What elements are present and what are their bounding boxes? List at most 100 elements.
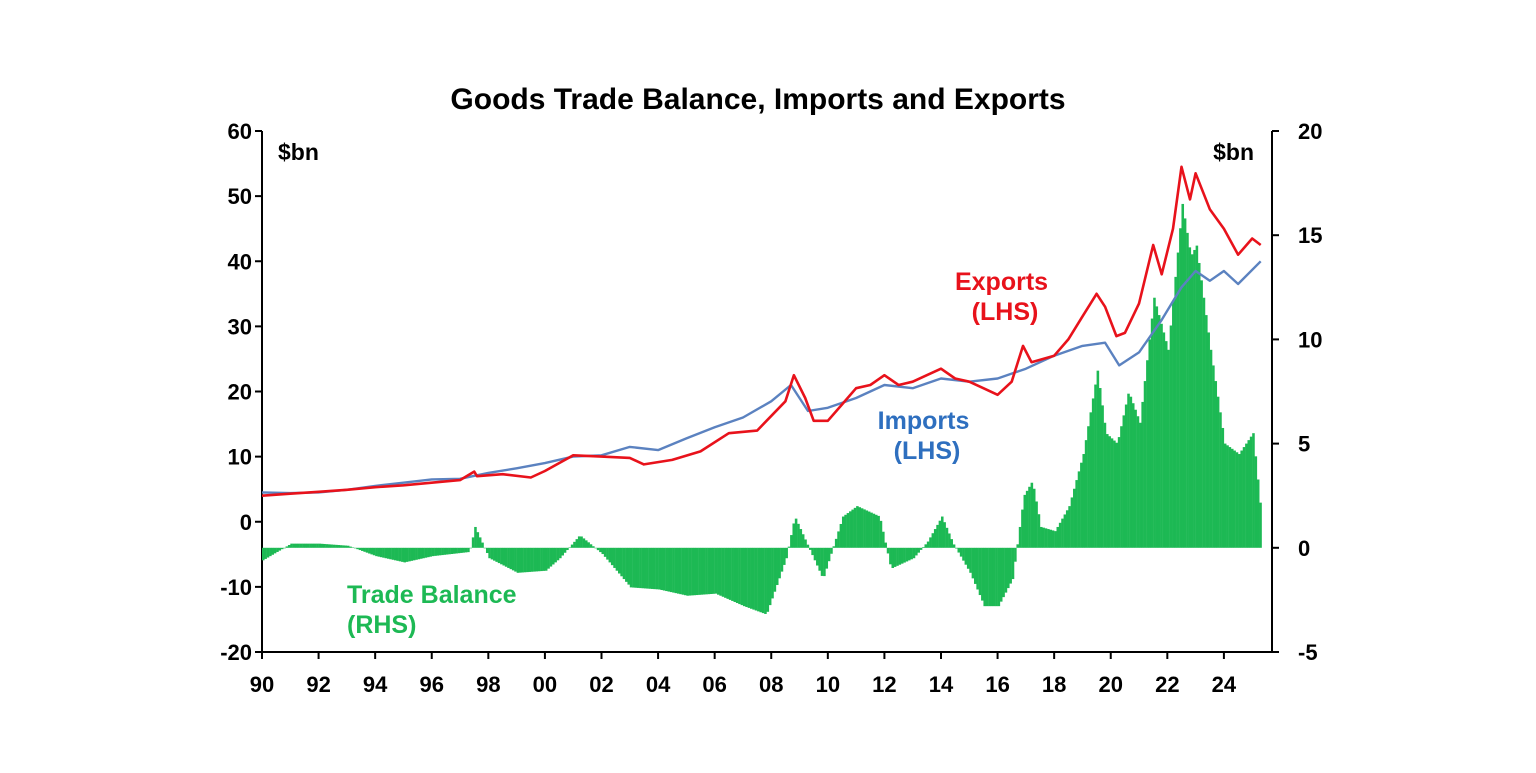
trade-balance-bar bbox=[1011, 547, 1015, 580]
chart-title: Goods Trade Balance, Imports and Exports bbox=[450, 83, 1065, 116]
trade-balance-bar bbox=[363, 547, 366, 552]
trade-balance-bar bbox=[955, 547, 958, 549]
trade-balance-bar bbox=[471, 537, 475, 548]
trade-balance-bar bbox=[507, 547, 510, 568]
trade-balance-bar bbox=[587, 542, 590, 548]
trade-balance-bar bbox=[1063, 514, 1067, 548]
trade-balance-bar bbox=[1143, 381, 1147, 548]
trade-balance-bar bbox=[721, 547, 725, 597]
trade-balance-bar bbox=[787, 546, 791, 548]
trade-balance-bar bbox=[554, 547, 557, 563]
trade-balance-bar bbox=[702, 547, 706, 595]
trade-balance-bar bbox=[1233, 450, 1236, 548]
trade-balance-bar bbox=[262, 547, 265, 561]
x-tick-label: 12 bbox=[872, 672, 896, 697]
trade-balance-bar bbox=[962, 547, 965, 561]
trade-balance-bar bbox=[1181, 203, 1185, 548]
trade-balance-bar bbox=[957, 547, 961, 553]
x-tick-label: 02 bbox=[589, 672, 613, 697]
right-tick-label: 10 bbox=[1298, 327, 1322, 352]
trade-balance-bar bbox=[537, 547, 541, 572]
trade-balance-bar bbox=[481, 542, 484, 548]
trade-balance-bar bbox=[606, 547, 609, 560]
right-axis-ticks: 20 15 10 5 0 -5 bbox=[1272, 119, 1322, 665]
trade-balance-bar bbox=[757, 547, 760, 612]
x-tick-label: 08 bbox=[759, 672, 783, 697]
trade-balance-bar bbox=[726, 547, 730, 599]
trade-balance-bar bbox=[778, 547, 781, 579]
trade-balance-bar bbox=[948, 533, 951, 548]
trade-balance-bar bbox=[1202, 297, 1206, 548]
trade-balance-bar bbox=[1254, 456, 1258, 548]
trade-balance-bar bbox=[903, 547, 906, 563]
trade-balance-bar bbox=[931, 533, 935, 548]
x-tick-label: 24 bbox=[1212, 672, 1237, 697]
trade-balance-bar bbox=[1219, 412, 1222, 548]
trade-balance-bar bbox=[1018, 526, 1022, 548]
trade-balance-bar bbox=[1049, 529, 1052, 548]
trade-balance-bar bbox=[874, 514, 878, 548]
trade-balance-bar bbox=[853, 507, 857, 548]
trade-balance-bar bbox=[844, 514, 847, 548]
trade-balance-bar bbox=[999, 547, 1003, 602]
trade-balance-bar bbox=[434, 547, 437, 556]
trade-balance-bar bbox=[1188, 247, 1192, 548]
trade-balance-bar bbox=[900, 547, 904, 564]
trade-balance-bar bbox=[615, 547, 619, 571]
trade-balance-bar bbox=[417, 547, 421, 560]
left-tick-label: -10 bbox=[220, 575, 252, 600]
trade-balance-bar bbox=[978, 547, 982, 596]
trade-balance-bar bbox=[462, 547, 465, 553]
trade-balance-bar bbox=[620, 547, 623, 577]
trade-balance-bar bbox=[674, 547, 678, 594]
trade-balance-bar bbox=[1070, 497, 1074, 548]
trade-balance-bar bbox=[290, 543, 293, 548]
x-tick-label: 06 bbox=[702, 672, 726, 697]
trade-balance-bar bbox=[639, 547, 642, 589]
trade-balance-bar bbox=[792, 523, 796, 548]
trade-balance-bar bbox=[549, 547, 553, 567]
trade-balance-bar bbox=[297, 543, 300, 548]
trade-balance-bar bbox=[797, 523, 800, 548]
trade-balance-bar bbox=[516, 547, 520, 573]
trade-balance-bar bbox=[651, 547, 654, 589]
trade-balance-bar bbox=[1167, 349, 1170, 548]
trade-balance-bar bbox=[316, 543, 319, 548]
trade-balance-bar bbox=[658, 547, 661, 590]
trade-balance-bar bbox=[419, 547, 423, 559]
trade-balance-bar bbox=[1226, 445, 1229, 548]
trade-balance-bar bbox=[676, 547, 680, 594]
right-tick-label: 20 bbox=[1298, 119, 1322, 144]
trade-balance-bar bbox=[983, 547, 986, 607]
left-tick-label: 40 bbox=[228, 249, 252, 274]
trade-balance-bar bbox=[992, 547, 996, 607]
trade-balance-bar bbox=[705, 547, 708, 595]
trade-balance-bar bbox=[872, 513, 876, 548]
trade-balance-bar bbox=[863, 509, 866, 548]
trade-balance-bar bbox=[1172, 301, 1175, 548]
x-tick-label: 92 bbox=[306, 672, 330, 697]
trade-balance-bar bbox=[851, 509, 854, 548]
trade-balance-bar bbox=[1129, 396, 1133, 548]
trade-balance-bar bbox=[592, 546, 595, 548]
trade-balance-bar bbox=[1205, 315, 1208, 548]
trade-balance-bar bbox=[1186, 232, 1189, 548]
trade-balance-bar bbox=[1209, 349, 1213, 548]
trade-balance-bar bbox=[785, 547, 788, 559]
trade-balance-bar bbox=[858, 507, 862, 548]
trade-balance-bar bbox=[754, 547, 758, 611]
trade-balance-bar bbox=[412, 547, 416, 561]
trade-balance-bar bbox=[1195, 245, 1199, 548]
trade-balance-bar bbox=[436, 547, 440, 556]
trade-balance-bar bbox=[1056, 526, 1060, 548]
trade-balance-bar bbox=[820, 547, 824, 576]
trade-balance-bar bbox=[488, 547, 491, 559]
trade-balance-bar bbox=[342, 545, 345, 548]
trade-balance-bar bbox=[1122, 415, 1126, 548]
trade-balance-bar bbox=[973, 547, 977, 584]
trade-balance-bar bbox=[1047, 529, 1050, 548]
trade-balance-bar bbox=[1176, 252, 1180, 548]
trade-balance-bar bbox=[632, 547, 635, 588]
trade-balance-bar bbox=[988, 547, 991, 607]
trade-balance-bar bbox=[295, 543, 298, 548]
